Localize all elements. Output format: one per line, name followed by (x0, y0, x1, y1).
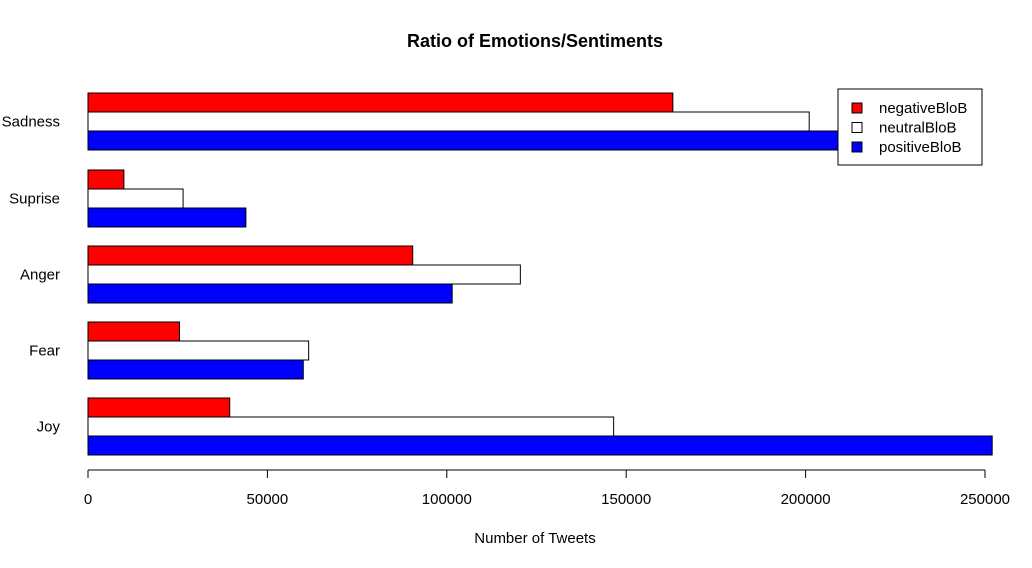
bar-joy-positiveblob (87, 435, 993, 456)
bar-suprise-neutralblob (87, 188, 184, 209)
x-tick-label: 250000 (960, 491, 1010, 508)
bar-fear-neutralblob (87, 340, 310, 361)
x-tick-label: 100000 (422, 491, 472, 508)
y-tick-label-fear: Fear (29, 343, 60, 360)
legend-swatch-negativeblob (851, 102, 863, 114)
y-axis-labels: Joy Fear Anger Suprise Sadness (2, 114, 61, 436)
y-tick-label-anger: Anger (20, 267, 60, 284)
bar-anger-positiveblob (87, 283, 453, 304)
bar-anger-neutralblob (87, 264, 521, 285)
bar-suprise-negativeblob (87, 169, 125, 190)
bar-sadness-neutralblob (87, 111, 810, 132)
bar-sadness-negativeblob (87, 92, 674, 113)
legend: negativeBloB neutralBloB positiveBloB (837, 88, 983, 166)
bar-suprise-positiveblob (87, 207, 247, 228)
legend-swatch-neutralblob (851, 122, 863, 133)
y-tick-label-sadness: Sadness (2, 114, 60, 131)
y-tick-label-suprise: Suprise (9, 191, 60, 208)
bar-fear-positiveblob (87, 359, 304, 380)
x-tick-label: 200000 (781, 491, 831, 508)
bar-anger-negativeblob (87, 245, 414, 266)
legend-label-neutralblob: neutralBloB (879, 120, 957, 137)
legend-label-negativeblob: negativeBloB (879, 100, 967, 117)
x-tick-label: 150000 (601, 491, 651, 508)
y-tick-label-joy: Joy (37, 419, 61, 436)
bar-joy-negativeblob (87, 397, 231, 418)
bar-sadness-positiveblob (87, 130, 950, 151)
bar-joy-neutralblob (87, 416, 615, 437)
chart-title: Ratio of Emotions/Sentiments (407, 31, 663, 51)
legend-label-positiveblob: positiveBloB (879, 139, 962, 156)
x-axis-label: Number of Tweets (474, 530, 595, 547)
legend-swatch-positiveblob (851, 141, 863, 153)
x-axis: 0 50000 100000 150000 200000 250000 (84, 469, 1010, 508)
x-tick-label: 50000 (247, 491, 289, 508)
bar-fear-negativeblob (87, 321, 180, 342)
x-tick-label: 0 (84, 491, 92, 508)
bars-group (87, 92, 993, 456)
